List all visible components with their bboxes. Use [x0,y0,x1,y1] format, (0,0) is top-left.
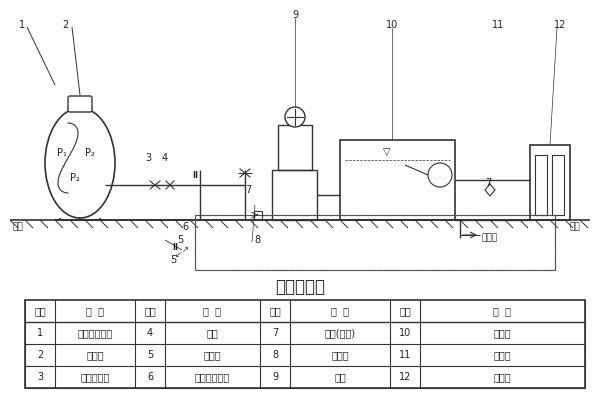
Text: 12: 12 [399,372,411,382]
Bar [530,145,570,220]
Text: 序号: 序号 [269,306,281,316]
Text: 7: 7 [245,185,251,195]
Bar [552,155,564,215]
Text: 12: 12 [554,20,566,30]
Text: 3: 3 [37,372,43,382]
Text: 6: 6 [147,372,153,382]
Text: 1: 1 [37,328,43,338]
Bar [195,215,555,270]
Text: 9: 9 [272,372,278,382]
Bar [340,140,455,220]
Text: 4: 4 [147,328,153,338]
Text: 地面: 地面 [13,222,23,231]
Text: 2: 2 [37,350,43,360]
Text: 阀阀(蝶阀): 阀阀(蝶阀) [325,328,356,338]
Text: 8: 8 [254,235,260,245]
Text: 6: 6 [182,222,188,232]
Text: 11: 11 [492,20,504,30]
Text: II: II [192,171,198,179]
Text: 水泵: 水泵 [334,372,346,382]
Text: 电接点压力表: 电接点压力表 [194,372,230,382]
Text: 贮水池: 贮水池 [493,350,511,360]
Text: 5: 5 [177,235,183,245]
Circle shape [428,163,452,187]
Text: 3: 3 [145,153,151,163]
Bar [25,300,585,388]
Text: 隔膜式气压罐: 隔膜式气压罐 [77,328,113,338]
Text: 序号: 序号 [399,306,411,316]
Text: 1: 1 [19,20,25,30]
Text: 4: 4 [162,153,168,163]
Text: 9: 9 [292,10,298,20]
Text: 序号: 序号 [144,306,156,316]
Text: 地面: 地面 [569,222,580,231]
Text: 名  称: 名 称 [331,306,349,316]
Text: 名  称: 名 称 [86,306,104,316]
Text: 5: 5 [170,255,176,265]
Circle shape [285,107,305,127]
Text: 2: 2 [62,20,68,30]
Text: P₂: P₂ [85,148,95,158]
Text: ↗: ↗ [182,246,188,254]
Text: 5: 5 [147,350,153,360]
Text: 电控柜: 电控柜 [493,372,511,382]
Text: 名  称: 名 称 [493,306,511,316]
FancyBboxPatch shape [68,96,92,112]
Bar [278,125,312,170]
Text: II: II [172,243,178,252]
Text: 7: 7 [485,178,491,188]
Text: ▽: ▽ [383,147,391,157]
Text: 蝶阀: 蝶阀 [206,328,218,338]
Text: 8: 8 [272,350,278,360]
Text: 11: 11 [399,350,411,360]
Text: ↙: ↙ [175,250,182,260]
Text: 7: 7 [272,328,278,338]
Text: 自来水: 自来水 [482,233,498,243]
Text: 10: 10 [399,328,411,338]
Text: 序号: 序号 [34,306,46,316]
Text: 浮球阀: 浮球阀 [493,328,511,338]
Text: 止回阀: 止回阀 [331,350,349,360]
Ellipse shape [45,108,115,218]
Text: 橡胶软接头: 橡胶软接头 [80,372,110,382]
Text: 工作原理图: 工作原理图 [275,278,325,296]
Text: P₂: P₂ [70,173,80,183]
Bar [272,170,317,220]
Text: 名  称: 名 称 [203,306,221,316]
Bar [535,155,547,215]
Text: 安全阀: 安全阀 [203,350,221,360]
Text: P₁: P₁ [57,148,67,158]
Bar [195,215,555,270]
Text: 10: 10 [386,20,398,30]
Text: 充气口: 充气口 [86,350,104,360]
